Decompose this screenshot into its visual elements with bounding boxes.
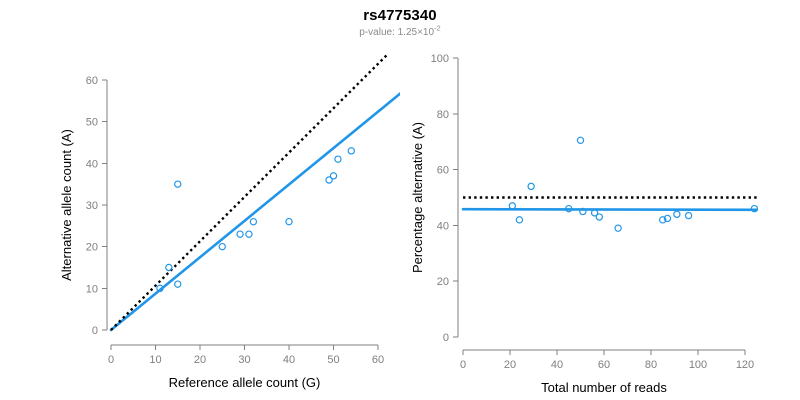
y-axis-tick-label: 20 — [437, 276, 449, 288]
x-axis-tick-label: 40 — [283, 354, 295, 366]
x-axis-title: Reference allele count (G) — [169, 375, 321, 390]
data-point — [614, 224, 622, 232]
data-point — [165, 263, 173, 272]
y-axis-title: Alternative allele count (A) — [59, 129, 74, 281]
y-axis-tick-label: 30 — [86, 200, 98, 212]
x-axis-tick-label: 50 — [327, 354, 339, 366]
data-point — [527, 182, 535, 191]
y-axis-tick-label: 0 — [92, 325, 98, 337]
regression-line — [109, 92, 400, 332]
y-axis: 0 20 40 60 80 100 — [431, 53, 459, 344]
data-point — [174, 280, 182, 288]
data-point — [684, 211, 693, 220]
y-axis-tick-label: 20 — [86, 242, 98, 254]
y-axis-tick-label: 0 — [443, 332, 449, 344]
data-point — [236, 230, 244, 238]
y-axis-tick-label: 40 — [437, 220, 449, 232]
y-axis-title: Percentage alternative (A) — [410, 122, 425, 273]
x-axis-tick-label: 60 — [598, 359, 610, 371]
y-axis: 0 10 20 30 40 50 60 — [86, 75, 108, 337]
data-point — [750, 204, 759, 213]
y-axis-tick-label: 40 — [86, 158, 98, 170]
x-axis: 0 20 40 60 80 100 120 — [460, 349, 754, 371]
data-point — [329, 172, 338, 180]
y-axis-tick-label: 80 — [437, 109, 449, 121]
data-point — [347, 147, 355, 155]
data-point — [245, 230, 253, 238]
regression-line — [461, 207, 759, 212]
x-axis: 0 10 20 30 40 50 60 — [108, 344, 384, 366]
y-axis-tick-label: 50 — [86, 117, 98, 129]
data-point — [285, 217, 293, 226]
data-point — [325, 176, 333, 184]
x-axis-tick-label: 20 — [504, 359, 516, 371]
x-axis-tick-label: 10 — [149, 354, 161, 366]
data-point — [565, 204, 573, 213]
y-axis-tick-label: 60 — [86, 75, 98, 87]
data-points — [156, 147, 355, 293]
data-point — [218, 242, 226, 251]
data-point — [174, 180, 182, 188]
data-point — [334, 155, 342, 163]
reference-line — [110, 54, 388, 331]
data-point — [595, 213, 603, 221]
data-point — [590, 209, 599, 217]
y-axis-tick-label: 100 — [431, 53, 449, 65]
scatter-plot-reference-vs-alternative: 0 10 20 30 40 50 60 0 10 20 30 40 50 60 Reference alle… — [59, 54, 400, 390]
data-point — [156, 284, 164, 293]
x-axis-tick-label: 0 — [108, 354, 114, 366]
data-point — [515, 216, 524, 224]
x-axis-title: Total number of reads — [541, 380, 667, 395]
y-axis-tick-label: 10 — [86, 283, 98, 295]
data-point — [576, 136, 585, 145]
data-point — [579, 207, 587, 216]
x-axis-tick-label: 120 — [736, 359, 754, 371]
data-point — [673, 210, 681, 218]
data-point — [508, 202, 517, 210]
x-axis-tick-label: 60 — [372, 354, 384, 366]
x-axis-tick-label: 30 — [238, 354, 250, 366]
data-point — [659, 216, 667, 224]
data-points — [508, 136, 759, 232]
x-axis-tick-label: 80 — [645, 359, 657, 371]
data-point — [663, 214, 672, 223]
x-axis-tick-label: 0 — [460, 359, 466, 371]
x-axis-tick-label: 20 — [194, 354, 206, 366]
data-point — [249, 217, 258, 226]
x-axis-tick-label: 100 — [689, 359, 707, 371]
y-axis-tick-label: 60 — [437, 165, 449, 177]
scatter-plot-percentage-vs-reads: 0 20 40 60 80 100 120 0 20 40 60 80 100 Total number … — [410, 53, 759, 395]
x-axis-tick-label: 40 — [551, 359, 563, 371]
